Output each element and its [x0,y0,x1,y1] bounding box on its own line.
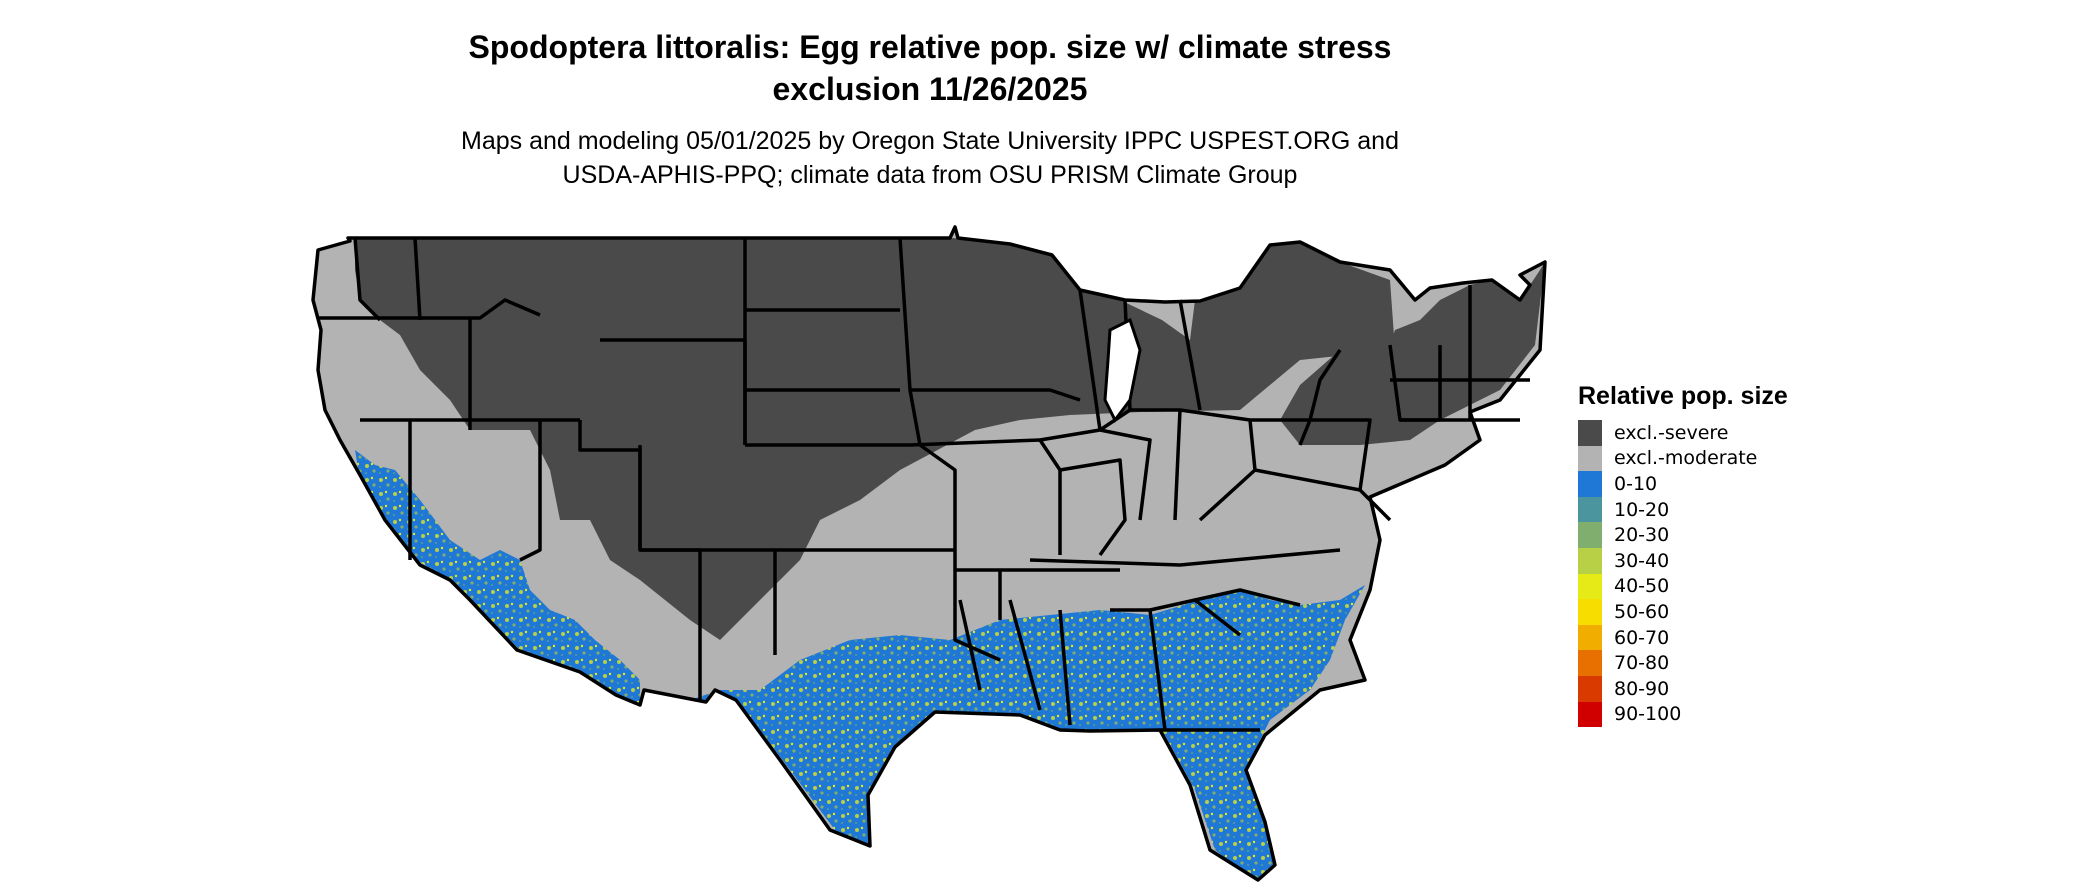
lake-michigan [1103,317,1142,423]
legend-label: 20-30 [1614,524,1670,547]
region-excluded-severe-northeast [1280,262,1545,445]
legend-swatch [1578,701,1602,728]
title-line-1: Spodoptera littoralis: Egg relative pop.… [468,29,1392,65]
legend-item: 50-60 [1578,599,1878,625]
legend-label: 0-10 [1614,472,1658,495]
legend-label: excl.-severe [1614,421,1729,444]
map-subtitle: Maps and modeling 05/01/2025 by Oregon S… [0,124,1860,192]
water-lakes [1103,317,1142,423]
legend-item: 0-10 [1578,471,1878,497]
legend-item: 10-20 [1578,496,1878,523]
legend-item: 20-30 [1578,522,1878,548]
region-suitable-south [690,585,1365,880]
legend-item: 60-70 [1578,624,1878,651]
legend-swatch [1578,675,1602,702]
title-line-2: exclusion 11/26/2025 [772,71,1088,107]
legend-label: 10-20 [1614,498,1670,521]
legend-label: 80-90 [1614,677,1670,700]
legend-swatch [1578,547,1602,574]
legend-swatch [1578,496,1602,523]
legend-item: 30-40 [1578,547,1878,574]
legend-item: 90-100 [1578,701,1878,728]
subtitle-line-1: Maps and modeling 05/01/2025 by Oregon S… [461,127,1399,155]
legend-item: 40-50 [1578,573,1878,600]
legend-swatch [1578,650,1602,676]
legend-label: 70-80 [1614,652,1670,675]
legend-items: excl.-severe excl.-moderate 0-10 10-20 20-30… [1578,420,1878,728]
legend-item: 70-80 [1578,650,1878,676]
legend-item: excl.-severe [1578,420,1878,446]
us-map [311,225,1547,882]
legend-swatch [1578,522,1602,548]
legend-swatch [1578,573,1602,600]
subtitle-line-2: USDA-APHIS-PPQ; climate data from OSU PR… [562,161,1298,189]
legend-swatch [1578,624,1602,651]
legend-swatch [1578,420,1602,446]
legend-label: 60-70 [1614,626,1670,649]
legend: Relative pop. size excl.-severe excl.-mod… [1578,380,1878,728]
map-title: Spodoptera littoralis: Egg relative pop.… [0,26,1860,110]
legend-swatch [1578,599,1602,625]
legend-swatch [1578,471,1602,497]
region-suitable-west [355,450,640,705]
legend-label: 50-60 [1614,600,1670,623]
legend-title: Relative pop. size [1578,382,1788,410]
legend-label: 90-100 [1614,703,1682,726]
legend-label: excl.-moderate [1614,447,1758,470]
legend-swatch [1578,445,1602,472]
legend-label: 40-50 [1614,575,1670,598]
legend-item: 80-90 [1578,675,1878,702]
state-borders [311,225,1547,882]
legend-label: 30-40 [1614,549,1670,572]
legend-item: excl.-moderate [1578,445,1878,472]
